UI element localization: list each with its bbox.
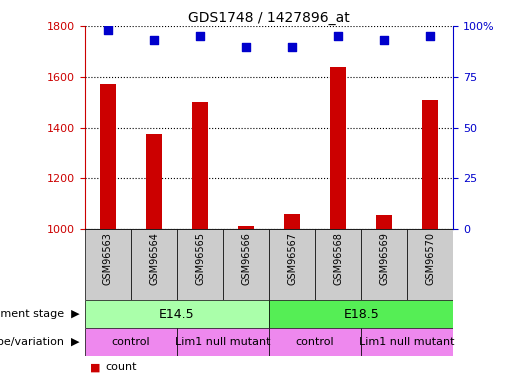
Bar [223, 229, 269, 300]
Bar [361, 229, 407, 300]
Bar [85, 229, 131, 300]
Bar [269, 328, 361, 356]
Text: GSM96564: GSM96564 [149, 232, 159, 285]
Text: E18.5: E18.5 [344, 308, 379, 321]
Bar [146, 134, 162, 229]
Bar [85, 300, 269, 328]
Bar [284, 214, 300, 229]
Text: count: count [106, 363, 137, 372]
Bar [269, 229, 315, 300]
Point [380, 38, 388, 44]
Title: GDS1748 / 1427896_at: GDS1748 / 1427896_at [188, 11, 350, 25]
Text: GSM96567: GSM96567 [287, 232, 297, 285]
Bar [100, 84, 116, 229]
Bar [238, 226, 254, 229]
Bar [85, 328, 177, 356]
Point [242, 44, 250, 50]
Bar [361, 328, 453, 356]
Text: GSM96570: GSM96570 [425, 232, 435, 285]
Bar [376, 215, 392, 229]
Point [334, 33, 342, 39]
Bar [177, 229, 223, 300]
Text: E14.5: E14.5 [159, 308, 195, 321]
Text: genotype/variation  ▶: genotype/variation ▶ [0, 337, 80, 347]
Point [196, 33, 204, 39]
Text: development stage  ▶: development stage ▶ [0, 309, 80, 319]
Point [150, 38, 158, 44]
Text: GSM96563: GSM96563 [103, 232, 113, 285]
Point [288, 44, 296, 50]
Point [426, 33, 434, 39]
Text: Lim1 null mutant: Lim1 null mutant [359, 337, 455, 347]
Bar [407, 229, 453, 300]
Bar [177, 328, 269, 356]
Text: GSM96569: GSM96569 [379, 232, 389, 285]
Text: GSM96568: GSM96568 [333, 232, 343, 285]
Point [104, 27, 112, 33]
Bar [315, 229, 361, 300]
Bar [330, 67, 346, 229]
Bar [131, 229, 177, 300]
Text: Lim1 null mutant: Lim1 null mutant [175, 337, 271, 347]
Text: control: control [112, 337, 150, 347]
Text: GSM96565: GSM96565 [195, 232, 205, 285]
Text: ■: ■ [90, 363, 100, 372]
Bar [269, 300, 453, 328]
Text: control: control [296, 337, 334, 347]
Bar [192, 102, 208, 229]
Bar [422, 100, 438, 229]
Text: GSM96566: GSM96566 [241, 232, 251, 285]
